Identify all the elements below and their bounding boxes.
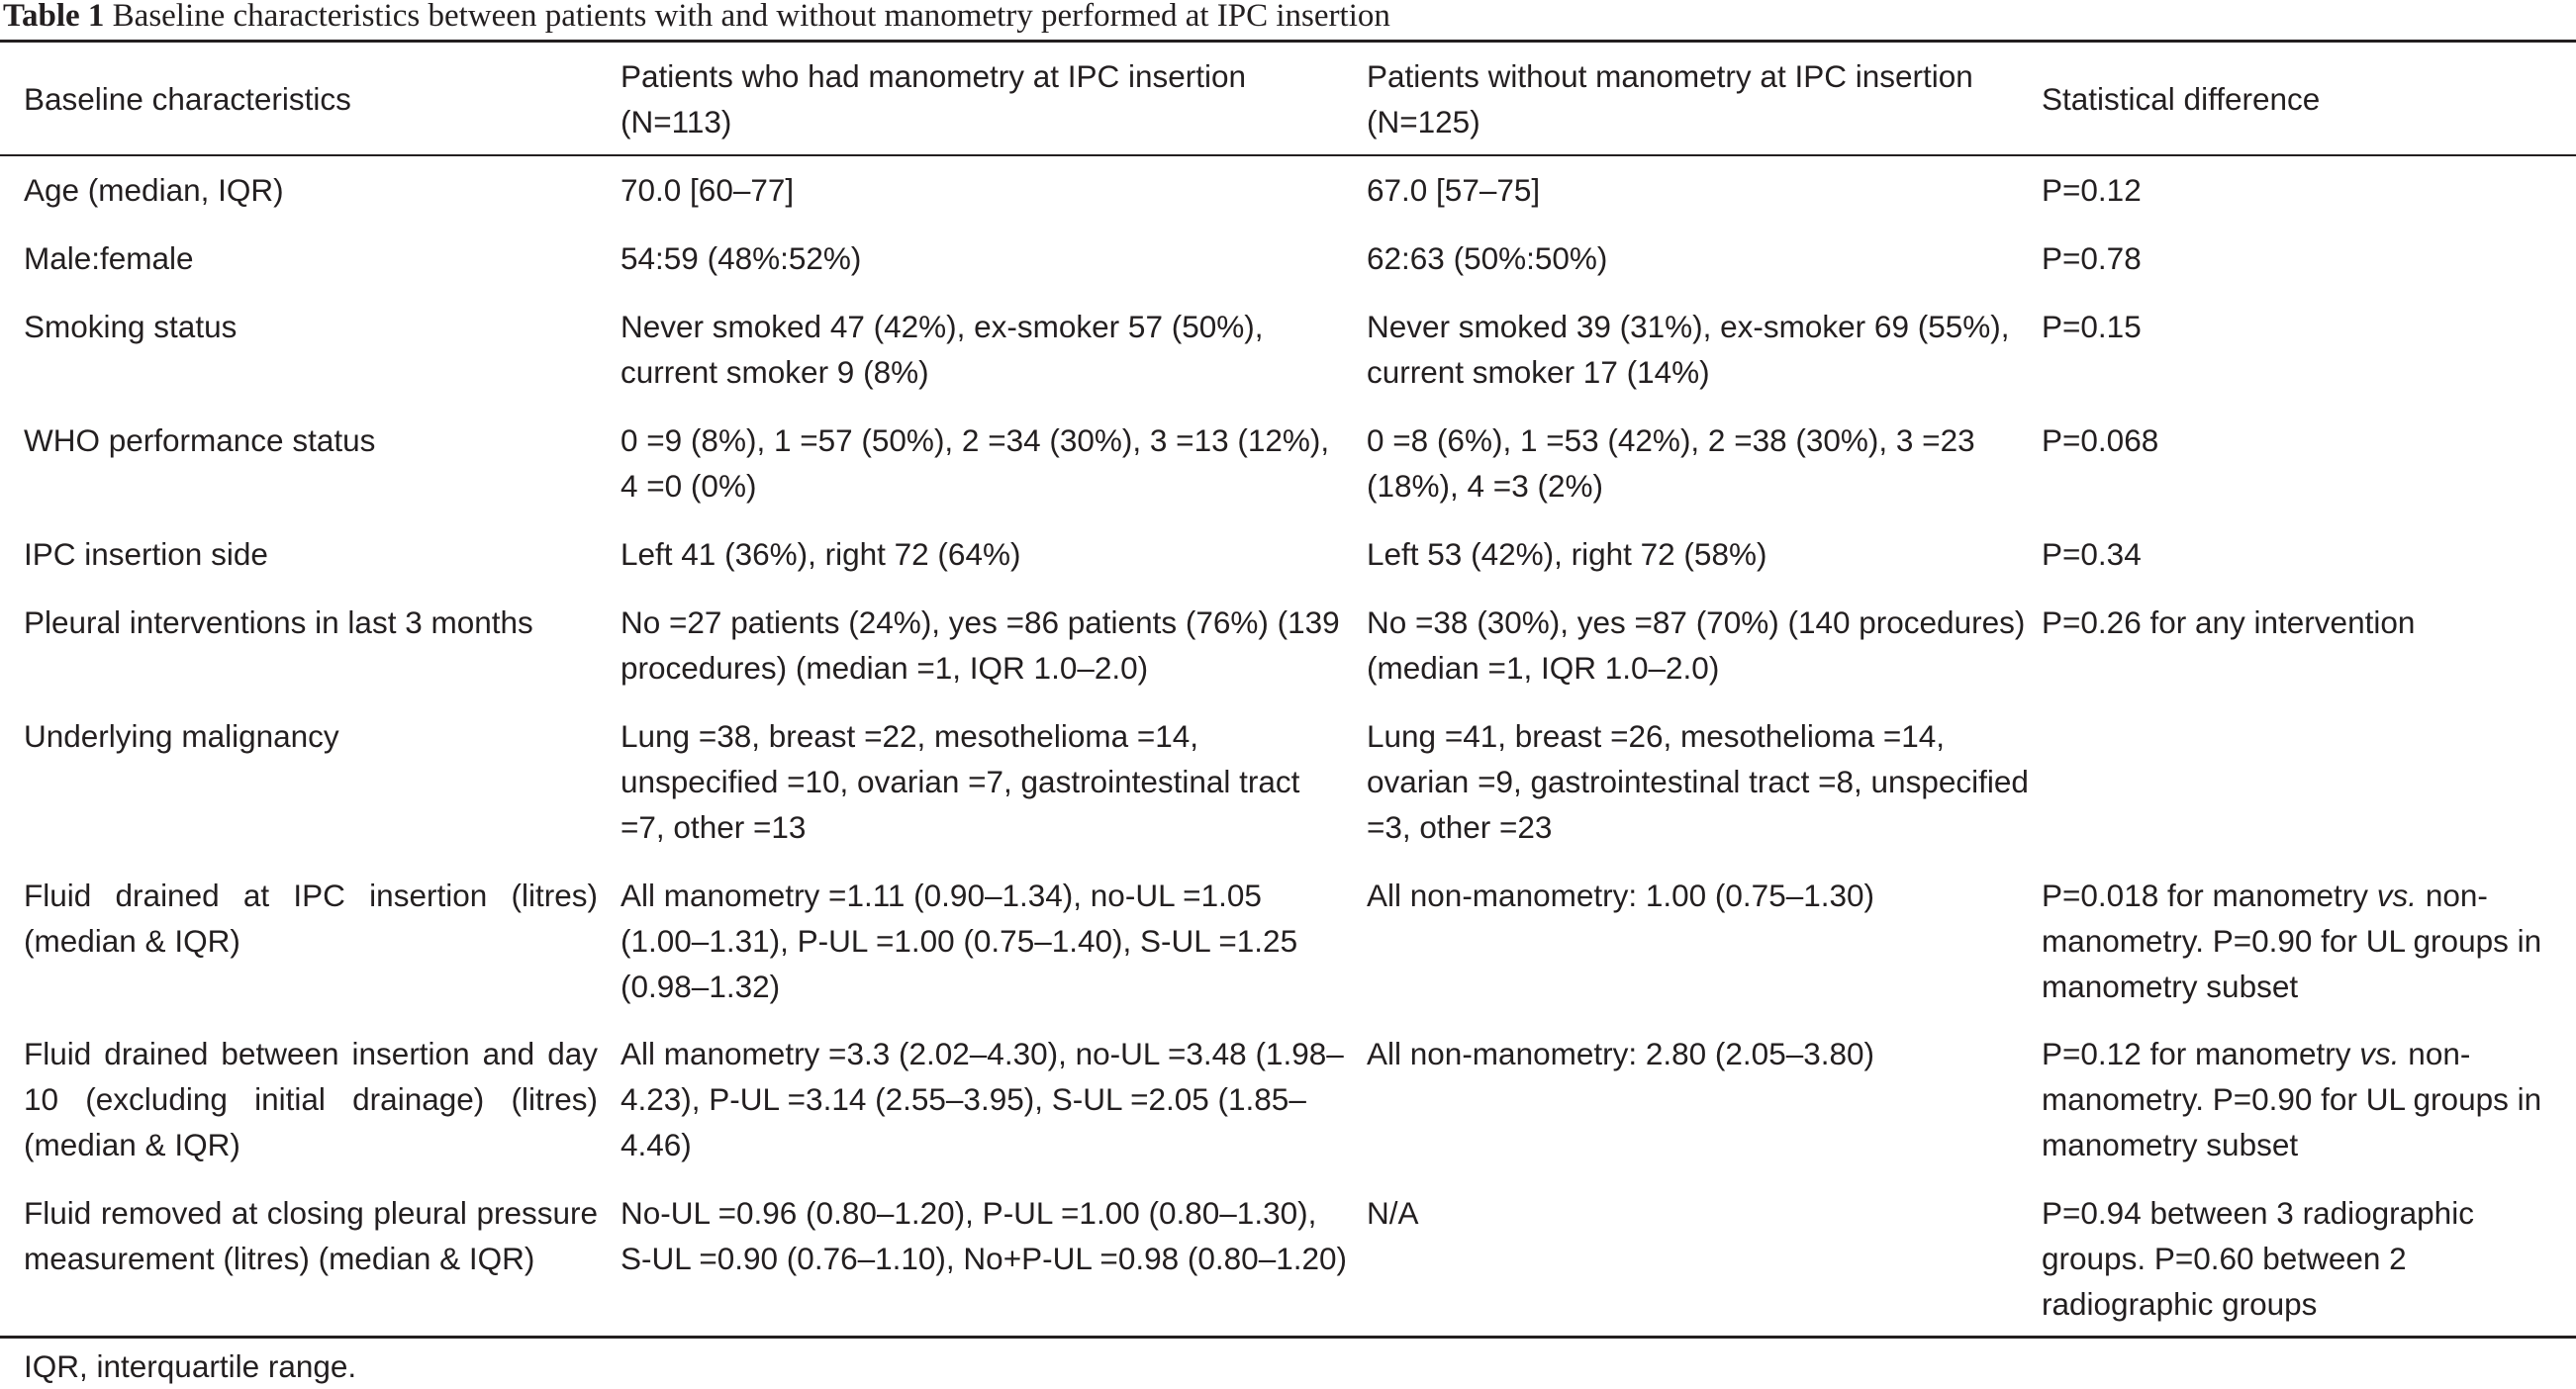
row-smoking-manometry: Never smoked 47 (42%), ex-smoker 57 (50%… bbox=[620, 309, 1264, 390]
statistic-versus: vs. bbox=[2376, 878, 2418, 913]
row-label-malignancy: Underlying malignancy bbox=[24, 718, 339, 754]
table-footnote: IQR, interquartile range. bbox=[24, 1348, 357, 1384]
table-caption: Table 1 Baseline characteristics between… bbox=[3, 0, 1390, 34]
row-fluid-to-day-10-manometry: All manometry =3.3 (2.02–4.30), no-UL =3… bbox=[620, 1036, 1344, 1162]
row-sex-manometry: 54:59 (48%:52%) bbox=[620, 240, 862, 276]
row-sex-statistic: P=0.78 bbox=[2042, 240, 2142, 276]
table-caption-text: Baseline characteristics between patient… bbox=[112, 0, 1390, 34]
row-fluid-at-insertion-manometry: All manometry =1.11 (0.90–1.34), no-UL =… bbox=[620, 878, 1298, 1004]
row-age-statistic: P=0.12 bbox=[2042, 172, 2142, 208]
header-baseline-characteristics: Baseline characteristics bbox=[24, 81, 351, 117]
row-pleural-interventions-statistic: P=0.26 for any intervention bbox=[2042, 604, 2416, 640]
header-no-manometry-group: Patients without manometry at IPC insert… bbox=[1367, 58, 1973, 139]
row-smoking-statistic: P=0.15 bbox=[2042, 309, 2142, 344]
row-smoking-no-manometry: Never smoked 39 (31%), ex-smoker 69 (55%… bbox=[1367, 309, 2010, 390]
row-label-sex: Male:female bbox=[24, 240, 194, 276]
row-fluid-at-closing-statistic: P=0.94 between 3 radiographic groups. P=… bbox=[2042, 1195, 2474, 1322]
row-pleural-interventions-no-manometry: No =38 (30%), yes =87 (70%) (140 procedu… bbox=[1367, 604, 2026, 686]
bottom-rule bbox=[0, 1336, 2576, 1339]
row-label-fluid-at-insertion: Fluid drained at IPC insertion (litres) … bbox=[24, 878, 598, 959]
statistic-text-end: non-manometry. P=0.90 for UL groups in m… bbox=[2042, 1036, 2542, 1162]
row-label-who-status: WHO performance status bbox=[24, 422, 376, 458]
row-malignancy-manometry: Lung =38, breast =22, mesothelioma =14, … bbox=[620, 718, 1300, 845]
row-who-status-no-manometry: 0 =8 (6%), 1 =53 (42%), 2 =38 (30%), 3 =… bbox=[1367, 422, 1975, 504]
row-fluid-at-insertion-statistic: P=0.018 for manometry vs. non-manometry.… bbox=[2042, 873, 2576, 1009]
statistic-text-start: P=0.12 for manometry bbox=[2042, 1036, 2360, 1071]
row-who-status-statistic: P=0.068 bbox=[2042, 422, 2159, 458]
table-caption-label: Table 1 bbox=[3, 0, 105, 34]
statistic-versus: vs. bbox=[2359, 1036, 2400, 1071]
row-fluid-at-insertion-no-manometry: All non-manometry: 1.00 (0.75–1.30) bbox=[1367, 878, 1875, 913]
row-sex-no-manometry: 62:63 (50%:50%) bbox=[1367, 240, 1608, 276]
header-manometry-group: Patients who had manometry at IPC insert… bbox=[620, 58, 1247, 139]
statistic-text-start: P=0.018 for manometry bbox=[2042, 878, 2377, 913]
row-pleural-interventions-manometry: No =27 patients (24%), yes =86 patients … bbox=[620, 604, 1340, 686]
row-fluid-at-closing-manometry: No-UL =0.96 (0.80–1.20), P-UL =1.00 (0.8… bbox=[620, 1195, 1348, 1276]
row-insertion-side-no-manometry: Left 53 (42%), right 72 (58%) bbox=[1367, 536, 1767, 572]
row-fluid-to-day-10-no-manometry: All non-manometry: 2.80 (2.05–3.80) bbox=[1367, 1036, 1875, 1071]
row-label-insertion-side: IPC insertion side bbox=[24, 536, 268, 572]
row-label-fluid-to-day-10: Fluid drained between insertion and day … bbox=[24, 1036, 598, 1162]
statistic-text-end: non-manometry. P=0.90 for UL groups in m… bbox=[2042, 878, 2542, 1004]
row-label-age: Age (median, IQR) bbox=[24, 172, 284, 208]
header-statistical-difference: Statistical difference bbox=[2042, 81, 2321, 117]
row-label-smoking: Smoking status bbox=[24, 309, 238, 344]
row-fluid-to-day-10-statistic: P=0.12 for manometry vs. non-manometry. … bbox=[2042, 1031, 2576, 1167]
row-fluid-at-closing-no-manometry: N/A bbox=[1367, 1195, 1419, 1231]
row-insertion-side-manometry: Left 41 (36%), right 72 (64%) bbox=[620, 536, 1021, 572]
row-label-pleural-interventions: Pleural interventions in last 3 months bbox=[24, 604, 533, 640]
row-age-no-manometry: 67.0 [57–75] bbox=[1367, 172, 1541, 208]
row-age-manometry: 70.0 [60–77] bbox=[620, 172, 795, 208]
row-label-fluid-at-closing: Fluid removed at closing pleural pressur… bbox=[24, 1195, 598, 1276]
top-rule bbox=[0, 40, 2576, 43]
header-rule bbox=[0, 154, 2576, 156]
row-malignancy-no-manometry: Lung =41, breast =26, mesothelioma =14, … bbox=[1367, 718, 2029, 845]
row-who-status-manometry: 0 =9 (8%), 1 =57 (50%), 2 =34 (30%), 3 =… bbox=[620, 422, 1330, 504]
row-insertion-side-statistic: P=0.34 bbox=[2042, 536, 2142, 572]
